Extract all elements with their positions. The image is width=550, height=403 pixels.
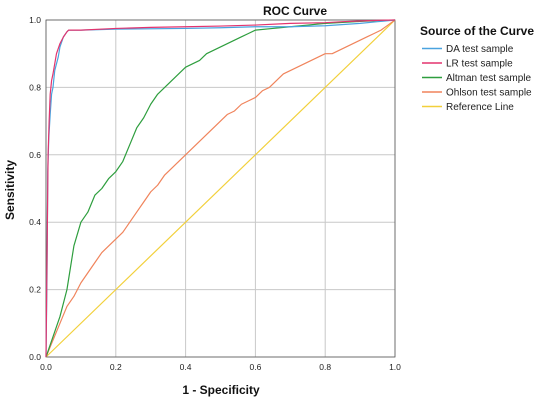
legend-item: LR test sample xyxy=(422,59,513,70)
legend-item: Altman test sample xyxy=(422,73,531,84)
legend-label: DA test sample xyxy=(446,44,514,55)
legend-item: DA test sample xyxy=(422,44,514,55)
legend-label: Altman test sample xyxy=(446,73,531,84)
y-axis-title: Sensitivity xyxy=(3,160,17,220)
legend-label: LR test sample xyxy=(446,59,513,70)
y-tick-label: 0.2 xyxy=(29,285,41,295)
x-tick-label: 0.2 xyxy=(110,362,122,372)
plot-frame xyxy=(45,19,396,358)
x-axis-title: 1 - Specificity xyxy=(182,383,260,397)
x-tick-label: 0.8 xyxy=(319,362,331,372)
series-line-ohlson-test-sample xyxy=(45,19,396,358)
grid xyxy=(45,19,396,358)
x-tick-label: 0.0 xyxy=(40,362,52,372)
legend: Source of the Curve DA test sample LR tes… xyxy=(420,24,534,113)
series-line-lr-test-sample xyxy=(45,19,396,358)
series-layer xyxy=(45,19,396,358)
series-line-reference-line xyxy=(45,19,396,358)
legend-item: Ohlson test sample xyxy=(422,88,532,99)
y-tick-label: 1.0 xyxy=(29,15,41,25)
tick-labels: 0.0 0.2 0.4 0.6 0.8 1.0 0.0 0.2 0.4 0.6 0.8 1.0 xyxy=(29,15,401,372)
legend-title: Source of the Curve xyxy=(420,24,534,38)
legend-label: Ohlson test sample xyxy=(446,88,532,99)
chart-title: ROC Curve xyxy=(263,4,327,18)
y-tick-label: 0.4 xyxy=(29,217,41,227)
legend-label: Reference Line xyxy=(446,102,514,113)
y-tick-label: 0.8 xyxy=(29,82,41,92)
y-tick-label: 0.0 xyxy=(29,352,41,362)
legend-item: Reference Line xyxy=(422,102,514,113)
y-tick-label: 0.6 xyxy=(29,150,41,160)
x-tick-label: 0.6 xyxy=(249,362,261,372)
legend-items: DA test sample LR test sample Altman test … xyxy=(422,44,532,113)
x-tick-label: 0.4 xyxy=(180,362,192,372)
x-tick-label: 1.0 xyxy=(389,362,401,372)
